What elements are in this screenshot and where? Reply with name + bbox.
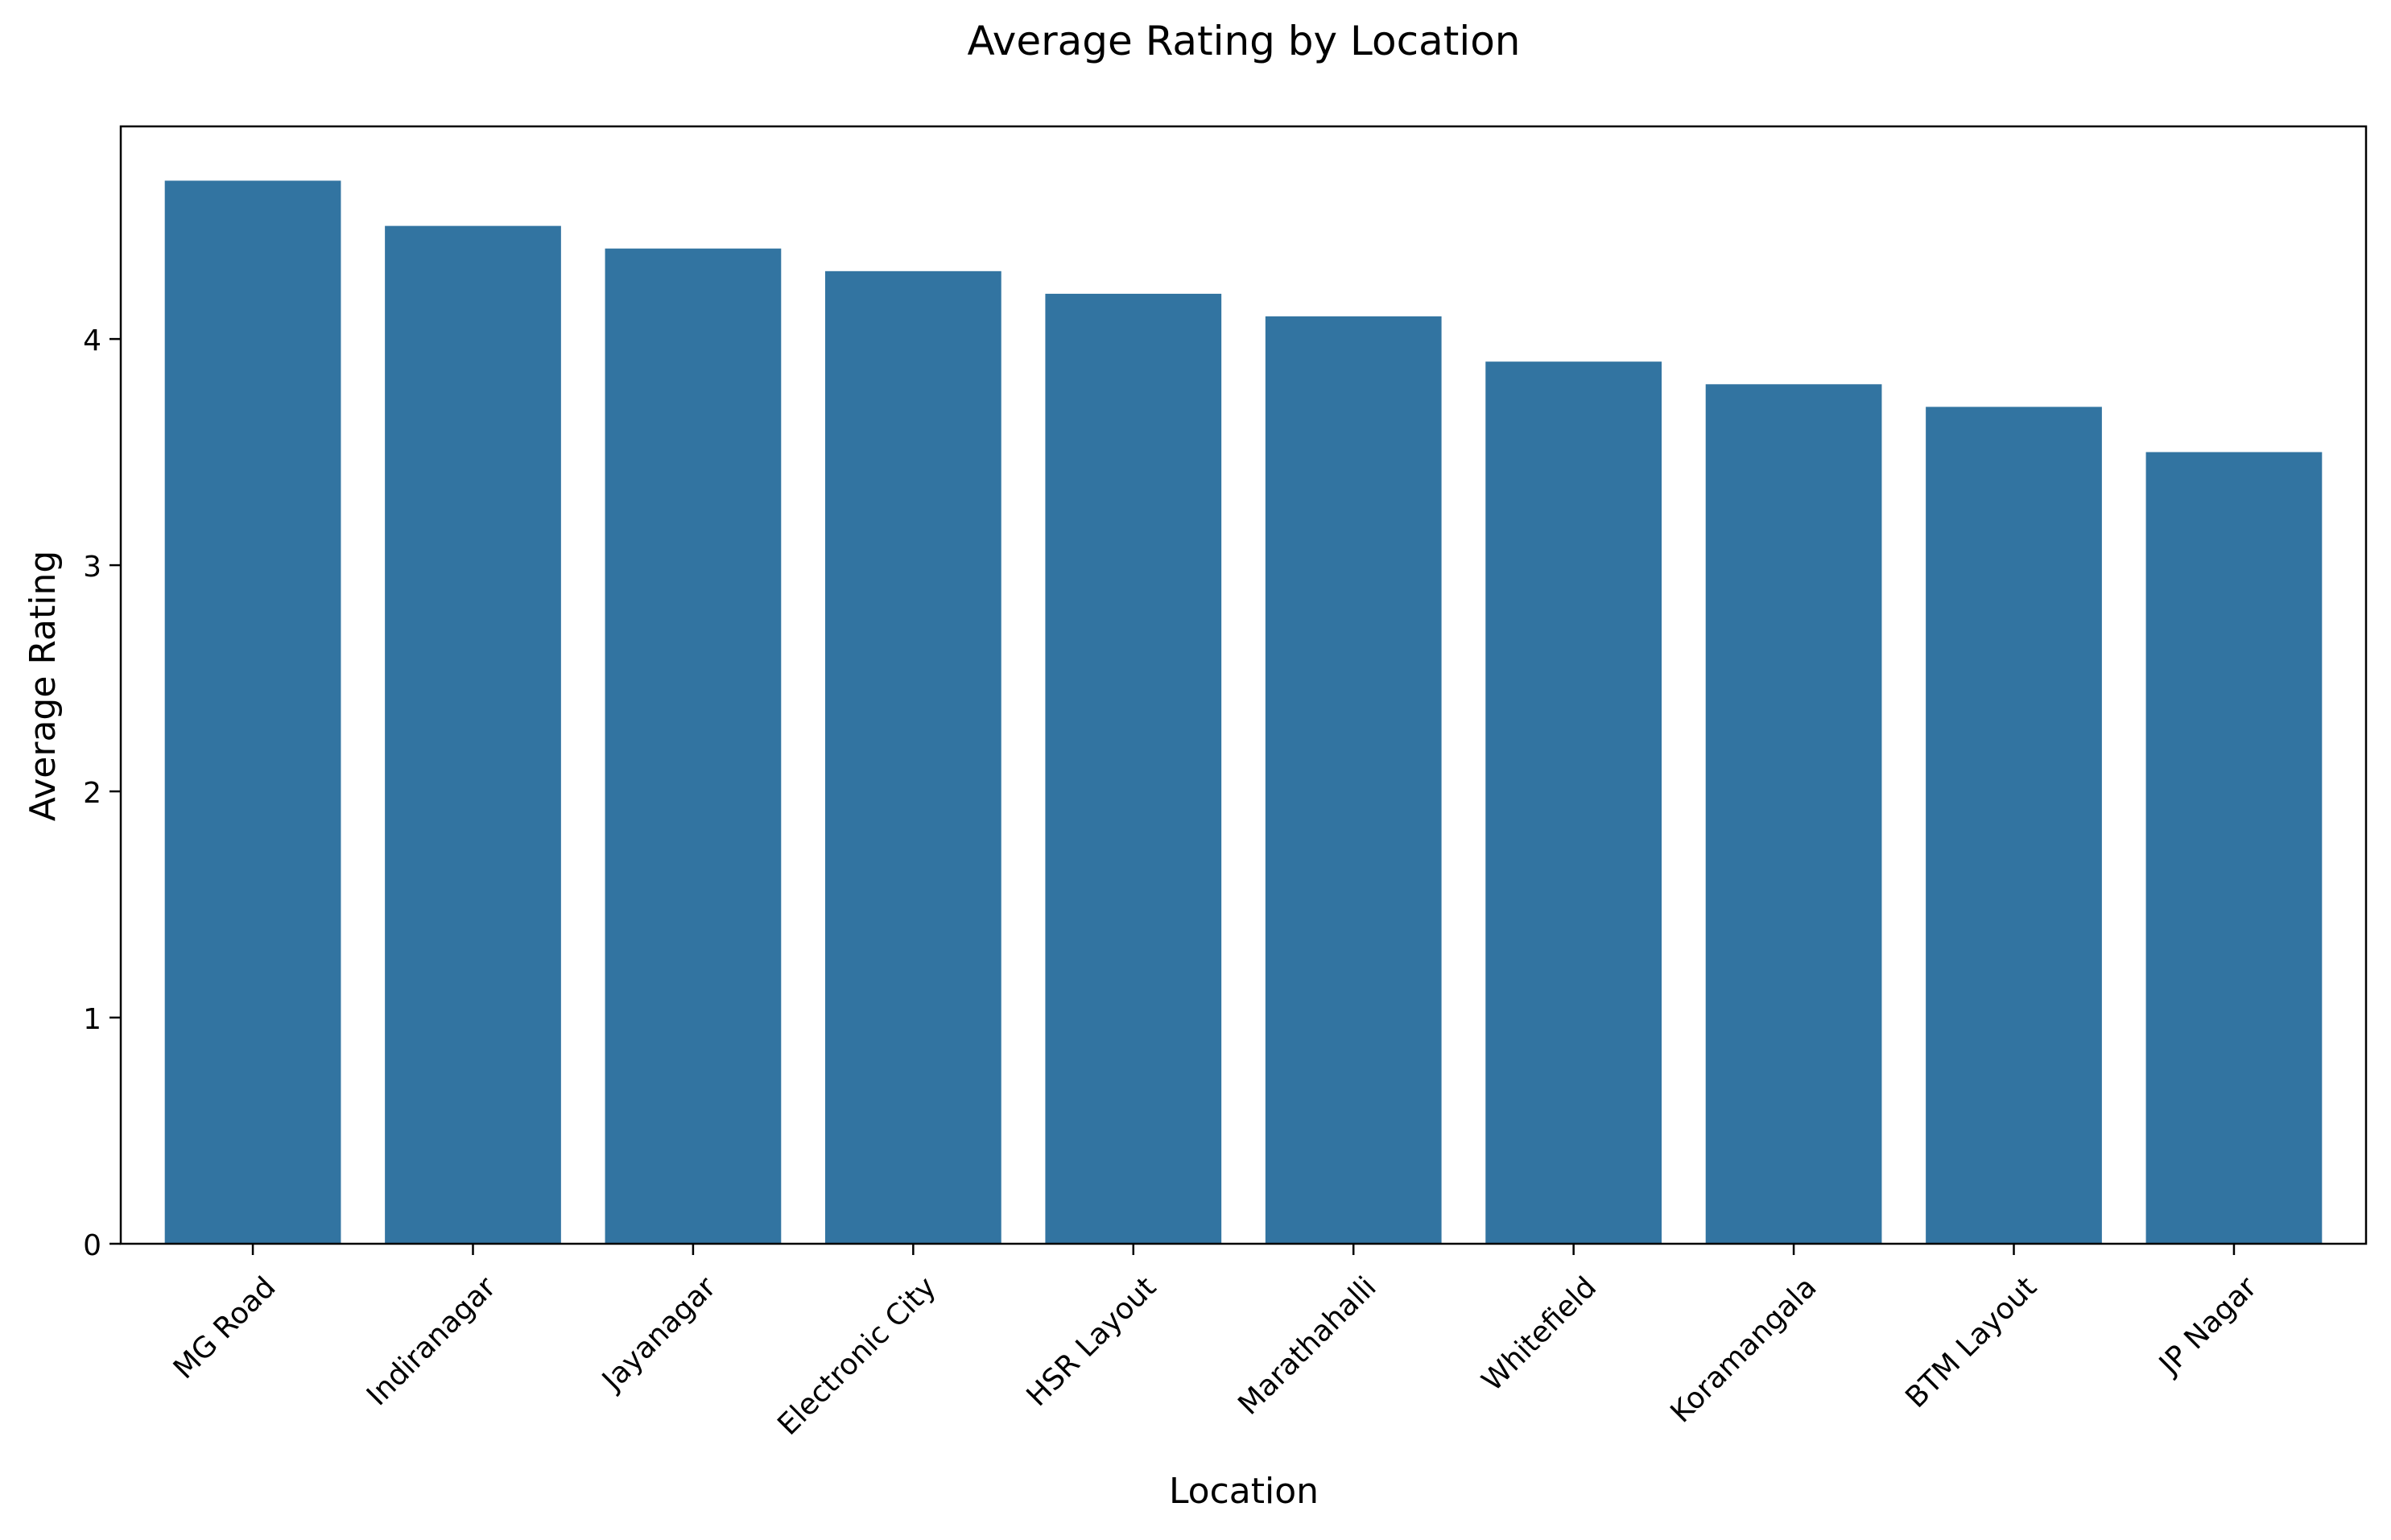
x-tick-label: Electronic City bbox=[771, 1270, 942, 1441]
x-axis-label: Location bbox=[1169, 1471, 1319, 1512]
x-tick-label: Jayanagar bbox=[595, 1270, 722, 1398]
bar-indiranagar bbox=[385, 225, 561, 1244]
x-tick-label: HSR Layout bbox=[1021, 1270, 1163, 1413]
bar-btm-layout bbox=[1926, 407, 2102, 1245]
y-tick-label: 3 bbox=[83, 551, 101, 584]
bar-whitefield bbox=[1485, 361, 1662, 1244]
x-tick-label: Indiranagar bbox=[361, 1270, 502, 1412]
bar-koramangala bbox=[1705, 384, 1882, 1245]
plot-frame bbox=[119, 125, 2368, 1245]
bar-marathahalli bbox=[1265, 316, 1442, 1244]
x-tick-label: BTM Layout bbox=[1899, 1270, 2043, 1414]
y-tick-label: 1 bbox=[83, 1003, 101, 1036]
x-tick-label: JP Nagar bbox=[2152, 1270, 2263, 1381]
bar-hsr-layout bbox=[1045, 293, 1222, 1244]
bar-mg-road bbox=[164, 180, 341, 1244]
x-tick-label: Whitefield bbox=[1476, 1270, 1603, 1398]
y-tick-label: 4 bbox=[83, 324, 101, 357]
x-tick-label: Marathahalli bbox=[1232, 1270, 1382, 1421]
bar-electronic-city bbox=[824, 270, 1001, 1244]
y-tick-label: 2 bbox=[83, 777, 101, 810]
x-tick-label: Koramangala bbox=[1665, 1270, 1823, 1429]
y-axis-label: Average Rating bbox=[23, 551, 64, 822]
bar-jp-nagar bbox=[2145, 452, 2323, 1244]
x-tick-label: MG Road bbox=[167, 1270, 283, 1385]
bars-layer bbox=[164, 180, 2323, 1245]
y-tick-label: 0 bbox=[83, 1229, 101, 1262]
bar-jayanagar bbox=[605, 248, 782, 1244]
chart-title: Average Rating by Location bbox=[967, 18, 1520, 64]
